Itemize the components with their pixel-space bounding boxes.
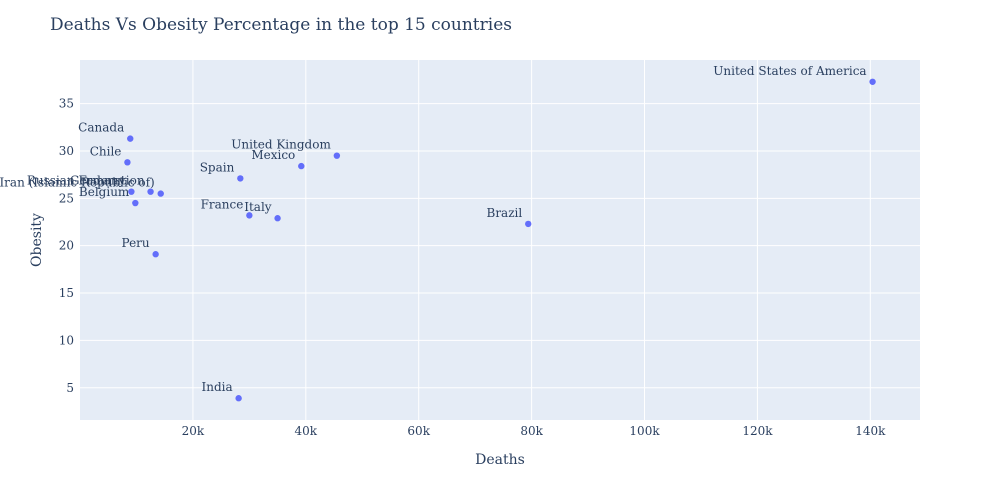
data-point <box>525 220 532 228</box>
data-point <box>246 212 253 219</box>
data-label: Italy <box>244 200 272 214</box>
x-tick-label: 80k <box>520 424 543 438</box>
y-tick-label: 15 <box>59 286 74 300</box>
data-label: United Kingdom <box>231 138 331 152</box>
data-point <box>152 251 159 258</box>
data-point <box>235 395 242 402</box>
y-tick-label: 5 <box>66 381 74 395</box>
x-tick-label: 60k <box>407 424 430 438</box>
y-tick-label: 10 <box>59 333 74 347</box>
data-point <box>869 78 876 85</box>
data-label: Brazil <box>487 206 523 220</box>
data-point <box>333 152 341 159</box>
data-label: Peru <box>122 236 150 250</box>
data-point <box>274 215 281 222</box>
data-label: Belgium <box>79 185 130 199</box>
x-tick-label: 40k <box>295 424 318 438</box>
data-label: India <box>201 380 232 394</box>
data-label: France <box>201 197 244 211</box>
data-label: Germany <box>70 174 126 188</box>
data-label: Iran (Islamic Republic of) <box>0 176 155 190</box>
data-label: United States of America <box>713 64 866 78</box>
data-point <box>132 199 139 207</box>
y-tick-label: 30 <box>59 144 74 158</box>
x-tick-label: 100k <box>629 424 660 438</box>
data-label: Chile <box>90 144 122 158</box>
gridlines <box>80 60 920 420</box>
data-point <box>157 190 164 197</box>
data-point <box>237 175 244 182</box>
data-label: Russian Federation <box>27 174 145 188</box>
data-points <box>124 78 876 402</box>
data-label: Mexico <box>251 148 295 162</box>
data-point <box>298 162 305 170</box>
y-axis-title: Obesity <box>29 213 45 267</box>
x-tick-label: 20k <box>182 424 205 438</box>
axis-ticks: 20k 40k 60k 80k 100k 120k 140k 5 10 15 20 25 30 35 <box>59 97 886 438</box>
y-tick-label: 20 <box>59 239 74 253</box>
y-tick-label: 35 <box>59 97 74 111</box>
x-tick-label: 140k <box>855 424 886 438</box>
data-label: Canada <box>78 121 124 135</box>
plot-area <box>80 60 920 420</box>
chart-title: Deaths Vs Obesity Percentage in the top … <box>50 15 512 35</box>
x-axis-title: Deaths <box>475 452 525 468</box>
data-point <box>127 135 134 142</box>
data-point <box>124 159 131 166</box>
data-label: Spain <box>200 160 235 174</box>
y-tick-label: 25 <box>59 191 74 205</box>
point-labels: United States of America Brazil United Kin… <box>0 64 867 394</box>
x-tick-label: 120k <box>742 424 773 438</box>
data-point <box>147 188 154 195</box>
data-point <box>128 188 135 195</box>
